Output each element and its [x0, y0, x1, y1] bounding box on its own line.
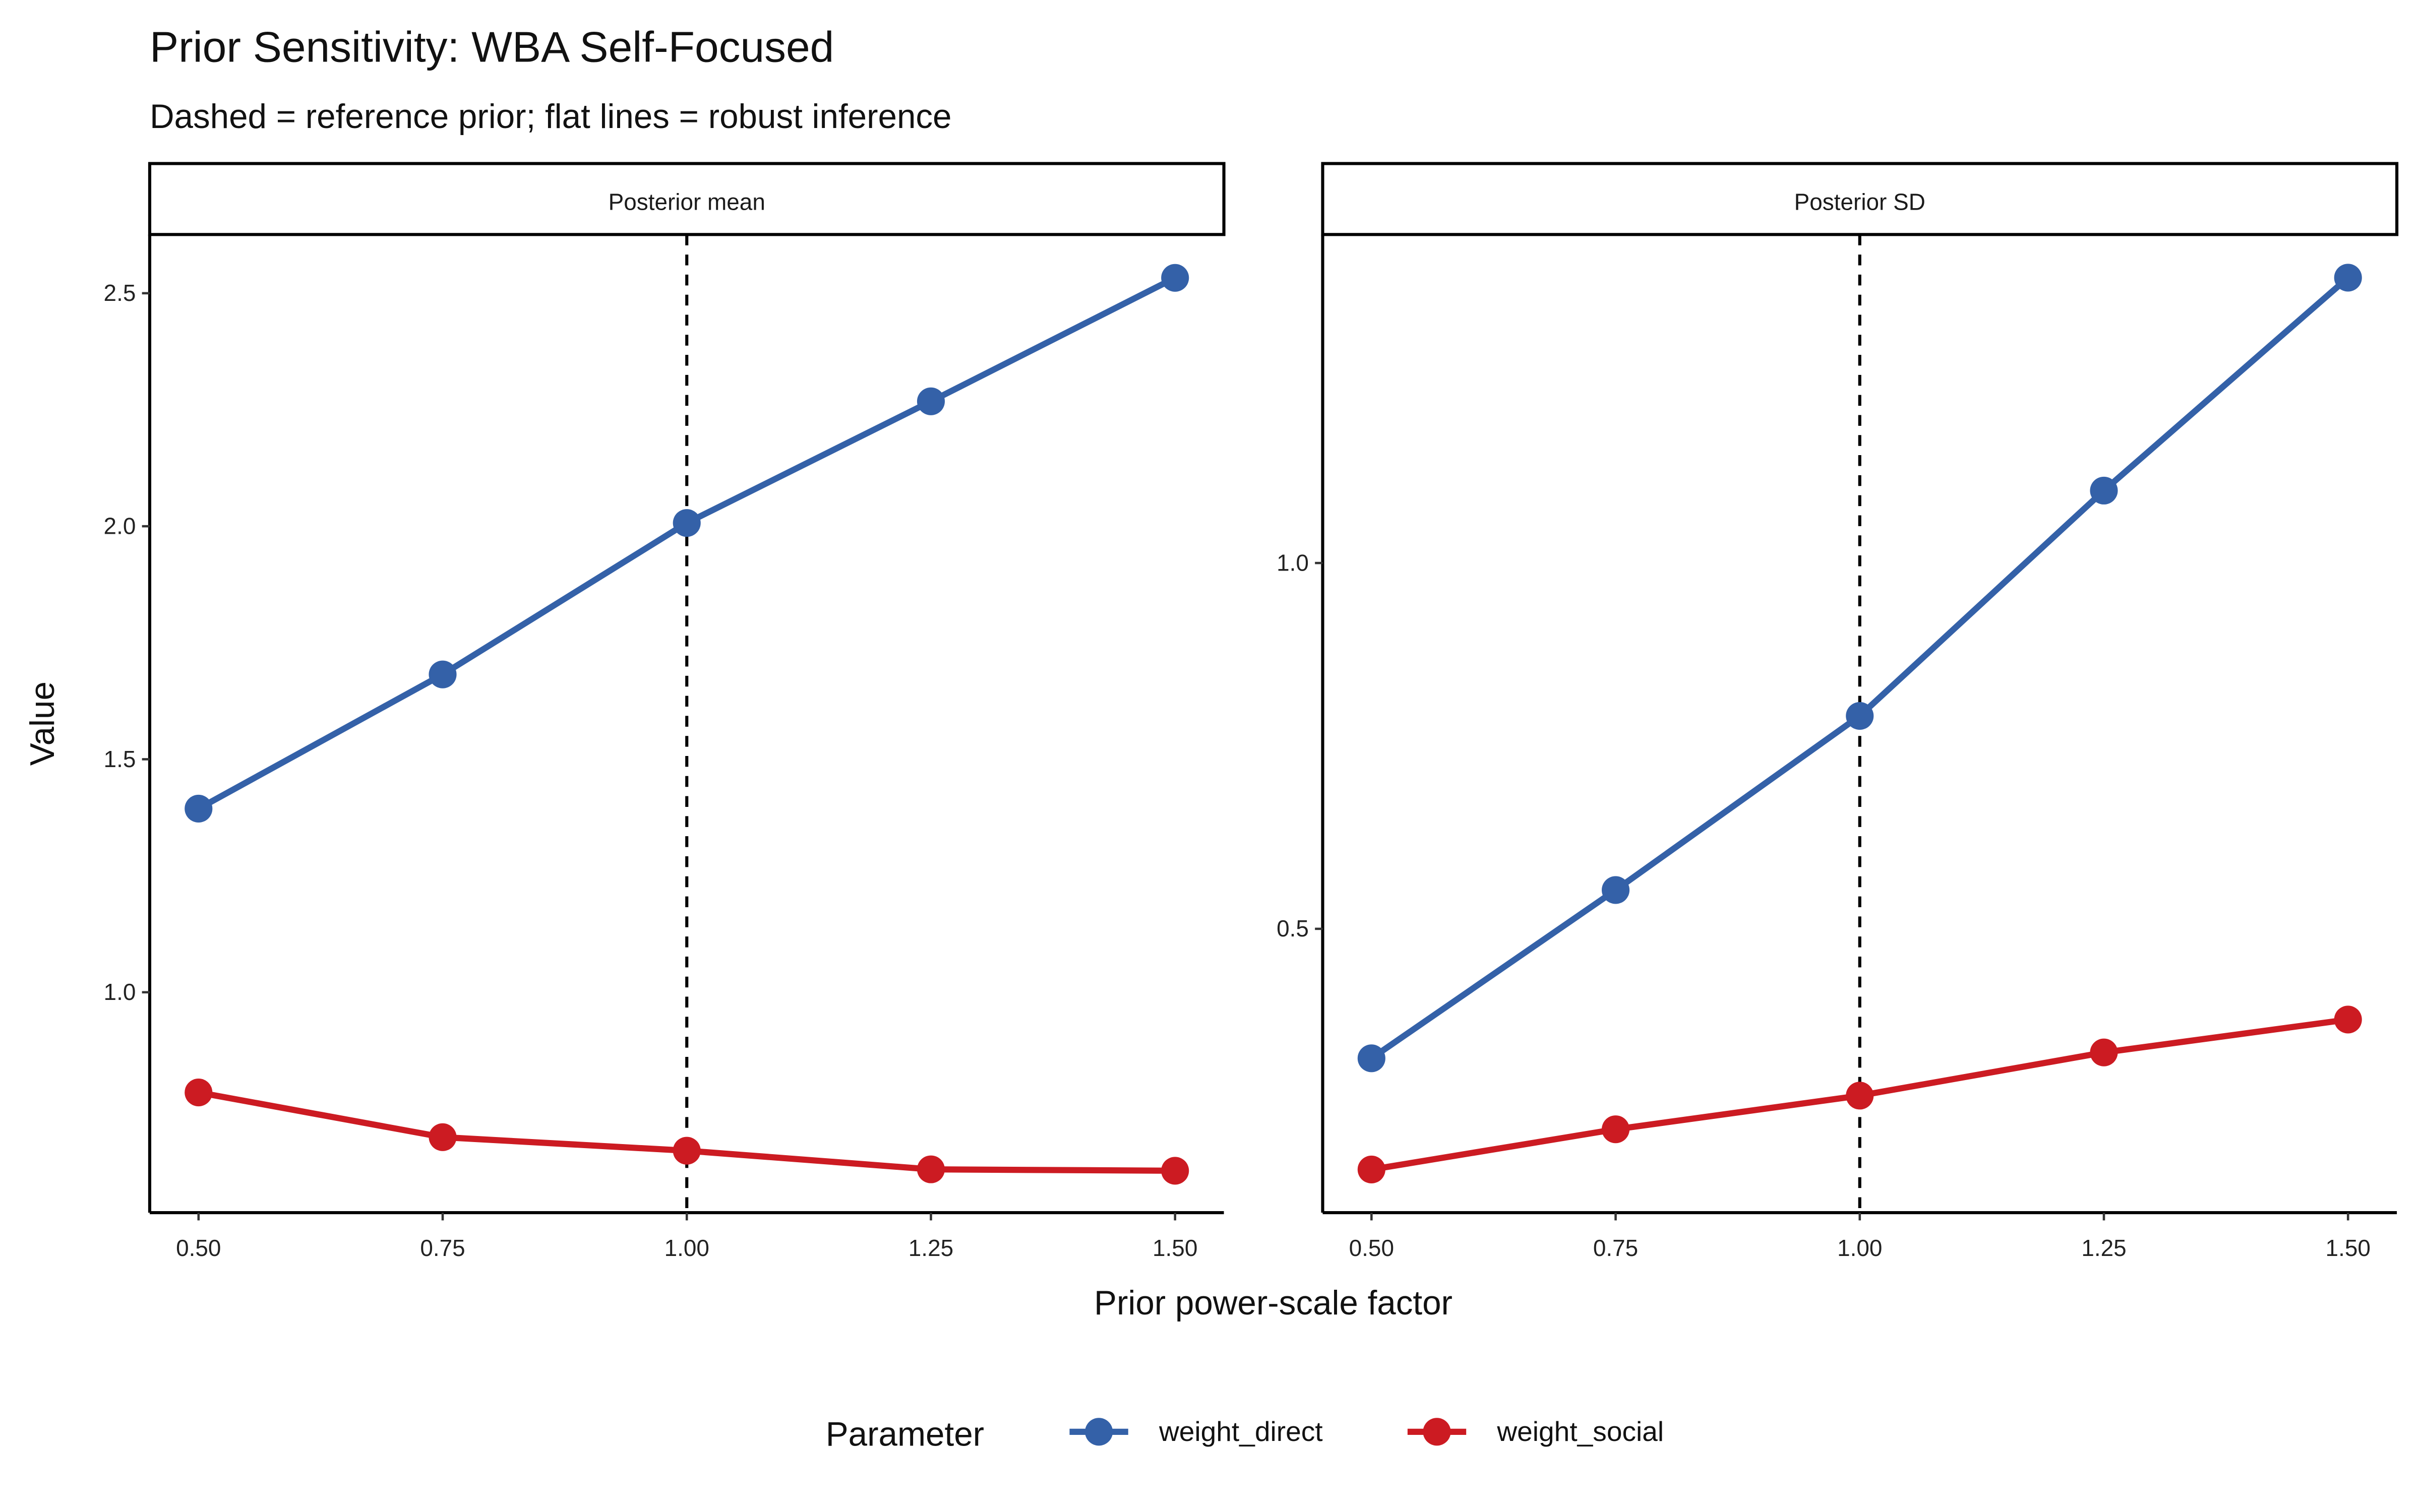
data-point-weight_direct [917, 387, 945, 415]
legend-key-point [1085, 1418, 1113, 1446]
legend-label: weight_direct [1159, 1416, 1323, 1447]
y-tick-label: 0.5 [1277, 915, 1309, 941]
x-tick-label: 0.50 [1349, 1235, 1394, 1261]
legend-title: Parameter [826, 1415, 984, 1453]
data-point-weight_social [429, 1123, 457, 1151]
x-tick-label: 0.75 [420, 1235, 465, 1261]
data-point-weight_social [1846, 1082, 1874, 1110]
data-point-weight_social [1357, 1155, 1385, 1184]
y-tick-label: 2.0 [104, 513, 136, 539]
y-tick-label: 2.5 [104, 280, 136, 306]
data-point-weight_direct [1357, 1044, 1385, 1073]
data-point-weight_social [185, 1079, 213, 1107]
x-tick-label: 1.25 [909, 1235, 953, 1261]
data-point-weight_direct [185, 794, 213, 823]
data-point-weight_social [1161, 1157, 1189, 1185]
y-tick-label: 1.0 [1277, 549, 1309, 576]
data-point-weight_direct [1846, 702, 1874, 730]
x-tick-label: 1.00 [1837, 1235, 1882, 1261]
data-point-weight_direct [673, 509, 701, 537]
panel-strip [1321, 162, 2399, 236]
data-point-weight_social [673, 1137, 701, 1165]
panel-1: Posterior mean 1.0 1.5 2.0 2.5 0.50 0.75 1.00 1.… [104, 162, 1226, 1261]
data-point-weight_social [917, 1155, 945, 1183]
data-point-weight_direct [1601, 876, 1630, 904]
x-tick-label: 1.00 [664, 1235, 709, 1261]
y-tick-label: 1.0 [104, 979, 136, 1005]
data-point-weight_direct [2090, 476, 2118, 505]
panel-title: Posterior mean [609, 188, 765, 215]
x-tick-label: 0.75 [1593, 1235, 1638, 1261]
chart-subtitle: Dashed = reference prior; flat lines = r… [150, 98, 952, 136]
x-tick-label: 0.50 [176, 1235, 221, 1261]
y-tick-label: 1.5 [104, 746, 136, 772]
data-point-weight_social [2090, 1038, 2118, 1066]
chart-title: Prior Sensitivity: WBA Self-Focused [150, 23, 834, 71]
x-tick-label: 1.25 [2081, 1235, 2126, 1261]
legend: Parameter weight_direct weight_social [826, 1415, 1664, 1453]
panel-strip [148, 162, 1226, 236]
x-tick-label: 1.50 [2326, 1235, 2371, 1261]
data-point-weight_social [2334, 1005, 2362, 1034]
data-point-weight_direct [1161, 264, 1189, 292]
data-point-weight_direct [429, 660, 457, 688]
data-point-weight_social [1601, 1115, 1630, 1144]
legend-key-point [1423, 1418, 1451, 1446]
data-point-weight_direct [2334, 264, 2362, 292]
legend-label: weight_social [1496, 1416, 1664, 1447]
panel-title: Posterior SD [1794, 188, 1925, 215]
x-axis-label: Prior power-scale factor [1094, 1284, 1453, 1322]
x-tick-label: 1.50 [1153, 1235, 1197, 1261]
y-axis-label: Value [24, 681, 62, 766]
panel-2: Posterior SD 0.5 1.0 0.50 0.75 1.00 1.25 1.50 [1277, 162, 2399, 1261]
